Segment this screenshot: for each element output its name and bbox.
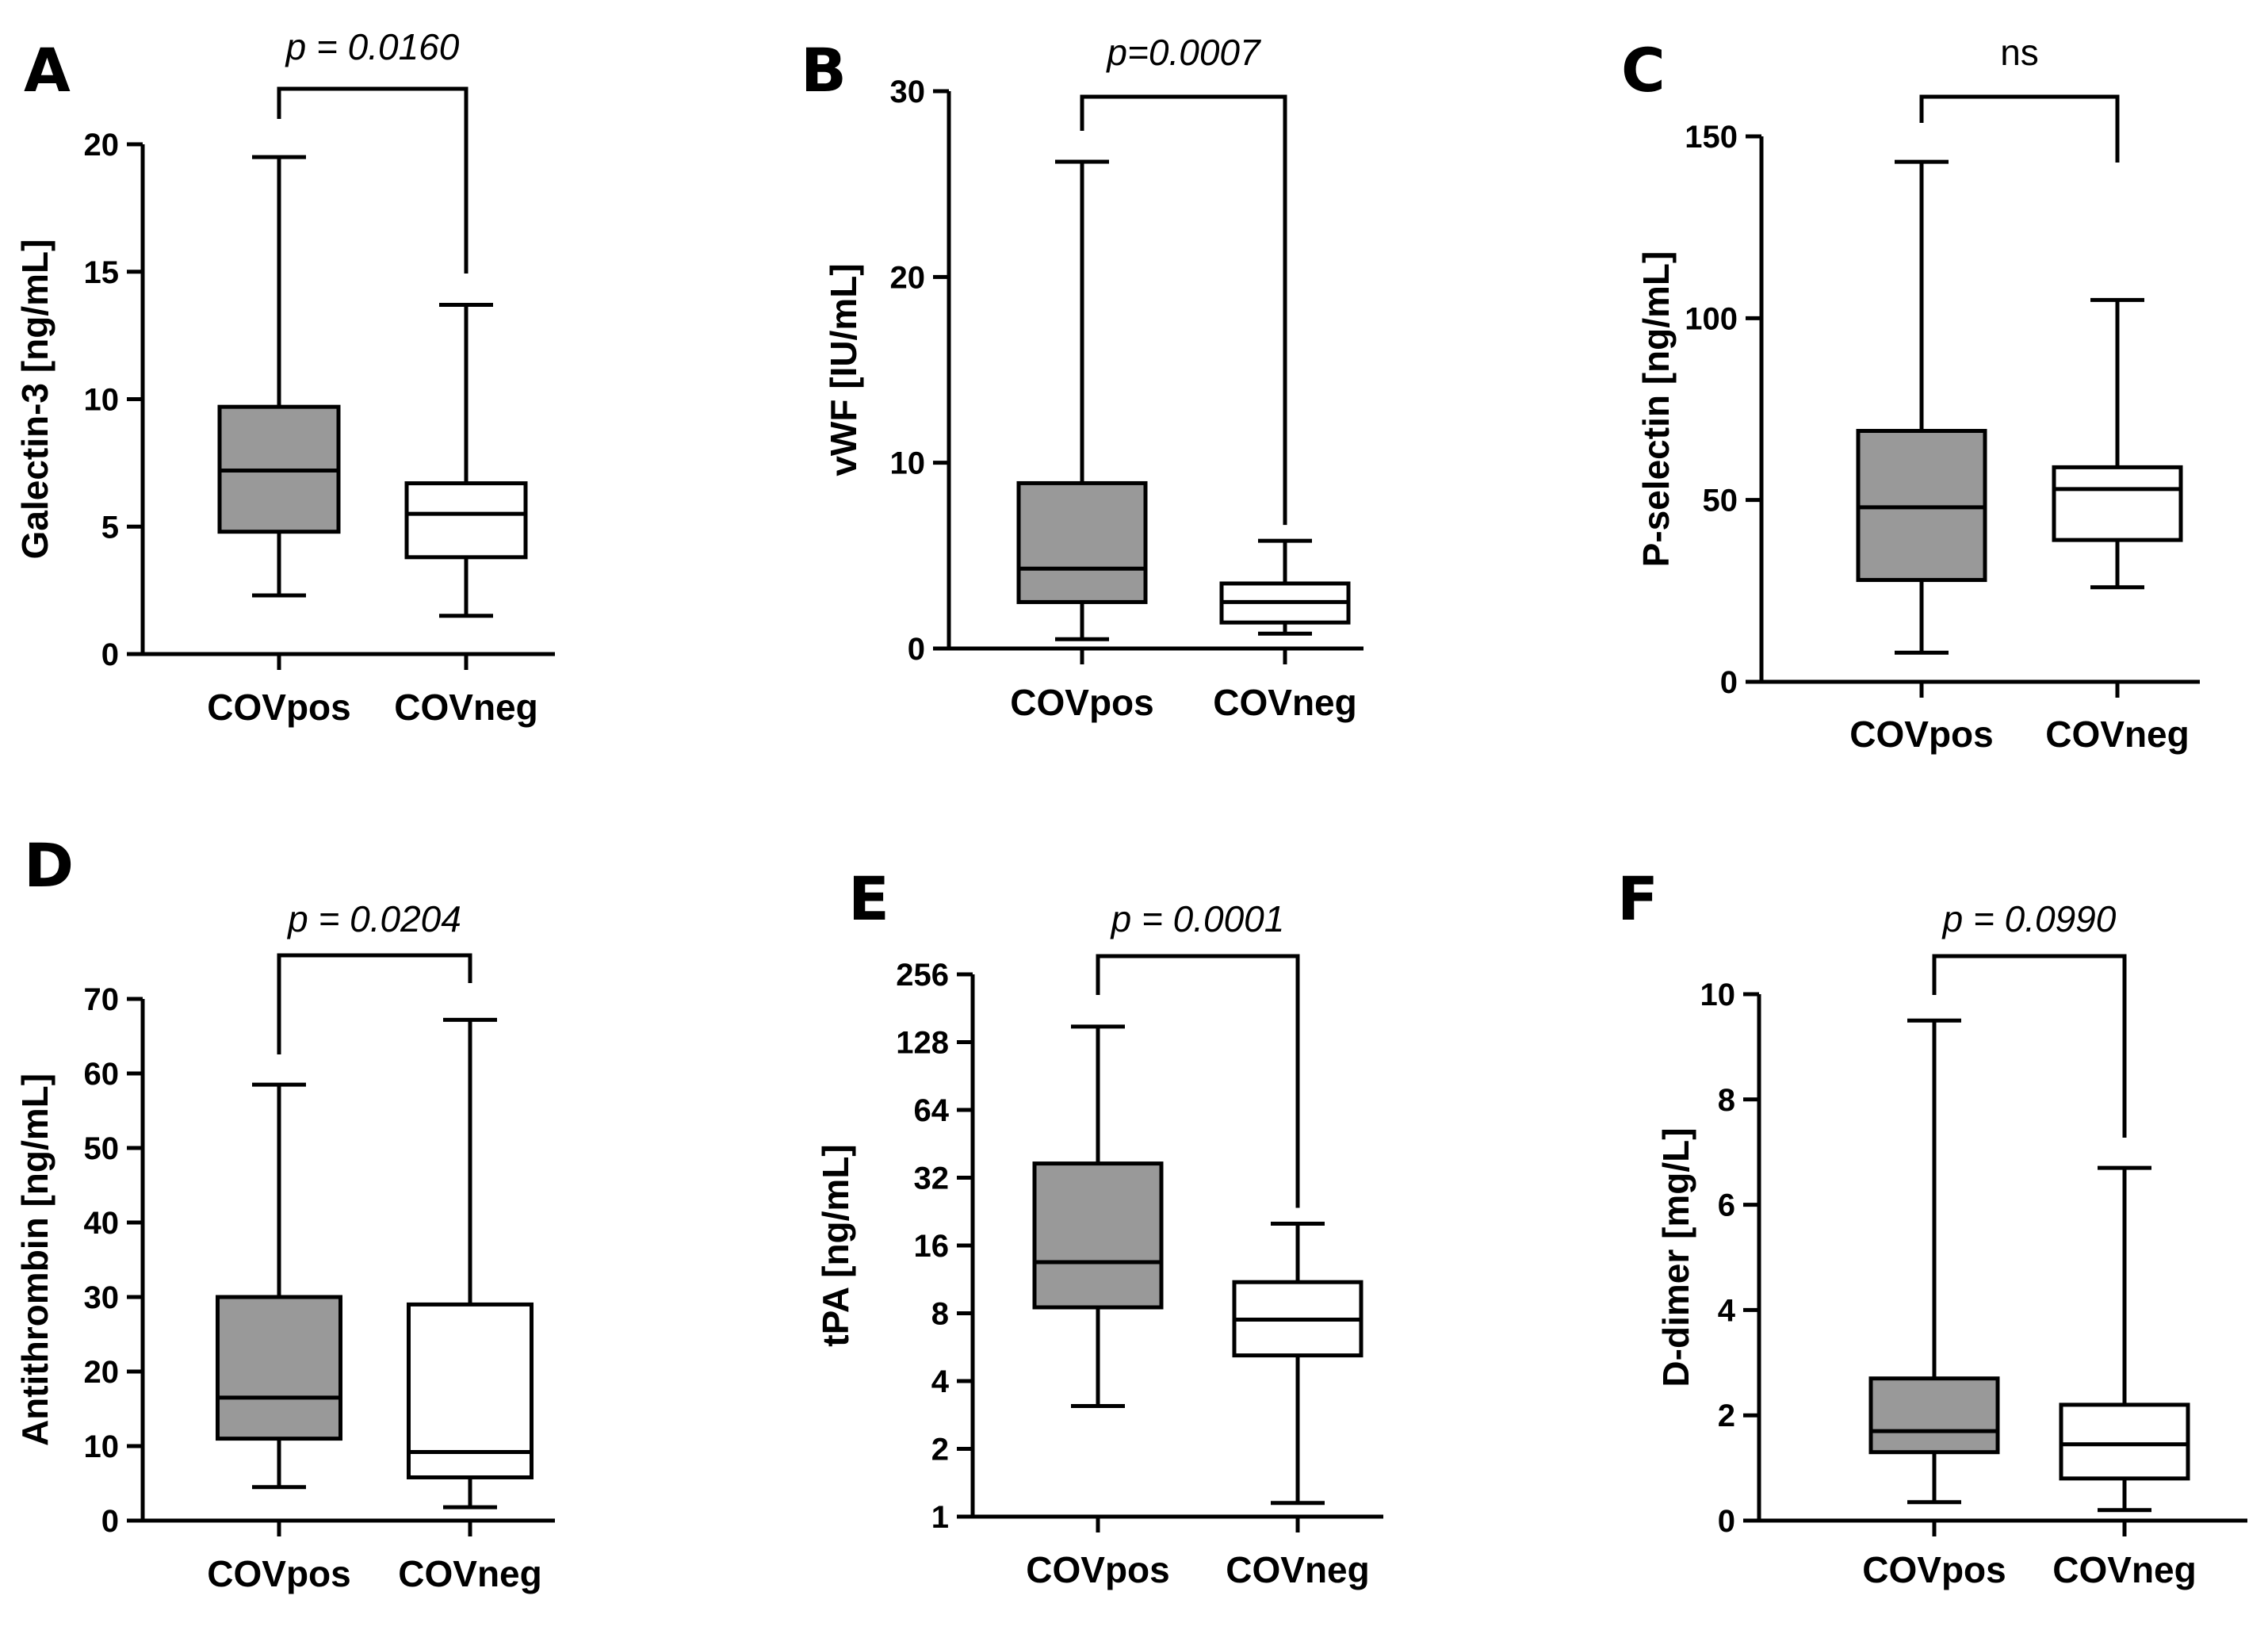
y-tick-label: 10 xyxy=(84,383,120,418)
significance-bracket xyxy=(1080,94,1287,526)
box-covpos xyxy=(1016,159,1148,641)
x-category-label: COVneg xyxy=(2045,714,2189,755)
y-tick-label: 16 xyxy=(914,1229,950,1264)
p-value-annotation: p = 0.0001 xyxy=(1110,898,1285,939)
y-tick-label: 30 xyxy=(890,75,926,109)
panel-letter: F xyxy=(1617,863,1658,934)
y-axis-label: tPA [ng/mL] xyxy=(815,1144,856,1347)
significance-bracket xyxy=(1932,954,2127,1138)
panel-c: C 0 50 100 150 COVpos COVneg P-selectin [ng/mL]… xyxy=(1621,32,2200,755)
y-tick-label: 0 xyxy=(101,1504,119,1539)
iqr-box xyxy=(1868,1376,2000,1455)
y-tick-label: 0 xyxy=(1718,1504,1735,1539)
box-covpos xyxy=(217,155,341,598)
y-tick-label: 0 xyxy=(101,637,119,672)
significance-bracket xyxy=(277,86,469,274)
box-covpos xyxy=(1856,159,1987,655)
y-axis-label: Galectin-3 [ng/mL] xyxy=(14,239,55,560)
y-tick-label: 1 xyxy=(931,1500,949,1535)
iqr-box xyxy=(404,481,528,560)
x-category-label: COVneg xyxy=(394,687,537,728)
y-axis-label: Antithrombin [ng/mL] xyxy=(14,1073,55,1446)
panel-a: A 0 5 10 15 20 COVpos COVneg Galectin-3 [ng/mL] p… xyxy=(14,26,555,728)
y-tick-label: 100 xyxy=(1685,301,1738,336)
y-tick-label: 256 xyxy=(896,958,949,993)
x-category-label: COVpos xyxy=(207,687,350,728)
panel-letter: E xyxy=(848,863,889,934)
y-tick-label: 10 xyxy=(890,446,926,481)
y-tick-label: 15 xyxy=(84,255,120,290)
box-covneg xyxy=(2059,1165,2190,1513)
x-category-label: COVpos xyxy=(1026,1549,1169,1590)
x-category-label: COVneg xyxy=(2052,1549,2196,1590)
y-tick-label: 4 xyxy=(931,1364,950,1399)
iqr-box xyxy=(1016,480,1148,604)
box-covneg xyxy=(407,1017,534,1509)
p-value-annotation: p = 0.0204 xyxy=(286,898,461,939)
box-covpos xyxy=(216,1082,342,1490)
iqr-box xyxy=(407,1302,534,1479)
y-tick-label: 32 xyxy=(914,1161,950,1196)
y-tick-label: 60 xyxy=(84,1057,120,1092)
x-category-label: COVneg xyxy=(1213,682,1356,723)
y-tick-label: 50 xyxy=(1703,484,1738,518)
p-value-annotation: p=0.0007 xyxy=(1105,32,1261,73)
x-category-label: COVpos xyxy=(1862,1549,2006,1590)
y-tick-label: 30 xyxy=(84,1280,120,1315)
significance-bracket xyxy=(1096,954,1300,1208)
y-tick-label: 10 xyxy=(84,1429,120,1464)
x-category-label: COVpos xyxy=(1010,682,1153,723)
y-tick-label: 8 xyxy=(931,1297,949,1332)
y-tick-label: 20 xyxy=(84,128,120,163)
panel-e: E 1 2 4 8 16 32 64 128 256 COVpos COVneg tPA [ng/mL]… xyxy=(815,863,1383,1590)
y-tick-label: 0 xyxy=(908,632,925,667)
y-tick-label: 128 xyxy=(896,1026,949,1061)
iqr-box xyxy=(1032,1161,1164,1310)
significance-bracket xyxy=(277,953,472,1054)
significance-bracket xyxy=(1919,94,2120,163)
y-tick-label: 40 xyxy=(84,1206,120,1241)
y-tick-label: 70 xyxy=(84,982,120,1017)
panel-b: B 0 10 20 30 COVpos COVneg vWF [IU/mL] p=0.0007 xyxy=(801,32,1363,723)
y-axis-label: P-selectin [ng/mL] xyxy=(1635,251,1677,568)
iqr-box xyxy=(2052,465,2183,542)
x-category-label: COVneg xyxy=(1226,1549,1369,1590)
box-covpos xyxy=(1868,1018,2000,1505)
y-tick-label: 0 xyxy=(1720,665,1738,700)
panel-letter: B xyxy=(801,35,847,105)
x-category-label: COVpos xyxy=(1849,714,1993,755)
box-covpos xyxy=(1032,1024,1164,1408)
y-tick-label: 50 xyxy=(84,1131,120,1166)
y-axis-label: vWF [IU/mL] xyxy=(823,263,864,476)
y-tick-label: 2 xyxy=(931,1433,949,1467)
panel-f: F 0 2 4 6 8 10 COVpos COVneg D-dimer [mg/L] p = 0.… xyxy=(1617,863,2247,1590)
y-tick-label: 20 xyxy=(84,1355,120,1390)
x-category-label: COVpos xyxy=(207,1553,350,1594)
box-covneg xyxy=(1232,1221,1363,1506)
panel-letter: C xyxy=(1621,35,1666,105)
y-tick-label: 64 xyxy=(914,1093,950,1128)
y-tick-label: 8 xyxy=(1718,1083,1735,1118)
y-tick-label: 6 xyxy=(1718,1188,1735,1223)
p-value-annotation: p = 0.0160 xyxy=(285,26,460,67)
y-tick-label: 150 xyxy=(1685,120,1738,155)
p-value-annotation: p = 0.0990 xyxy=(1941,898,2117,939)
box-covneg xyxy=(2052,297,2183,590)
y-tick-label: 5 xyxy=(101,510,119,545)
y-tick-label: 10 xyxy=(1700,978,1736,1012)
p-value-annotation: ns xyxy=(2000,32,2039,73)
y-tick-label: 2 xyxy=(1718,1399,1735,1433)
x-category-label: COVneg xyxy=(398,1553,541,1594)
panel-letter: D xyxy=(24,830,74,901)
box-covneg xyxy=(1219,538,1351,636)
iqr-box xyxy=(216,1295,342,1441)
box-covneg xyxy=(404,303,528,618)
y-tick-label: 4 xyxy=(1718,1293,1736,1328)
panel-letter: A xyxy=(24,35,71,105)
panel-d: D 0 10 20 30 40 50 60 70 COVpos COVneg Antithrombin… xyxy=(14,830,555,1594)
iqr-box xyxy=(2059,1402,2190,1481)
y-axis-label: D-dimer [mg/L] xyxy=(1655,1127,1696,1387)
y-tick-label: 20 xyxy=(890,260,926,295)
